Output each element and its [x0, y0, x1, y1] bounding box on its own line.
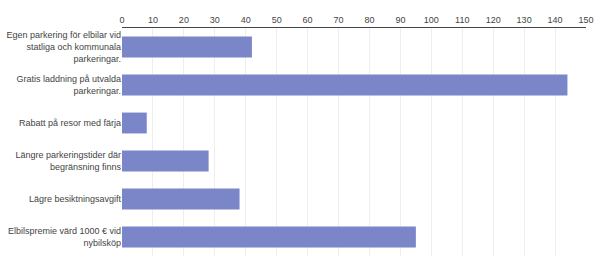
svg-text:Rabatt på resor med färja: Rabatt på resor med färja [19, 118, 121, 128]
svg-text:150: 150 [578, 15, 593, 25]
svg-text:Gratis laddning på utvaldapark: Gratis laddning på utvaldaparkeringar. [16, 74, 121, 96]
svg-text:Lägre besiktningsavgift: Lägre besiktningsavgift [29, 194, 122, 204]
svg-text:0: 0 [119, 15, 124, 25]
svg-text:10: 10 [148, 15, 158, 25]
svg-text:100: 100 [424, 15, 439, 25]
svg-text:40: 40 [241, 15, 251, 25]
svg-text:140: 140 [548, 15, 563, 25]
svg-text:50: 50 [272, 15, 282, 25]
svg-text:Elbilspremie värd 1000 € vidny: Elbilspremie värd 1000 € vidnybilsköp [8, 226, 121, 248]
svg-text:80: 80 [364, 15, 374, 25]
svg-text:110: 110 [455, 15, 469, 25]
svg-text:70: 70 [334, 15, 344, 25]
svg-text:Egen parkering för elbilar vid: Egen parkering för elbilar vidstatliga o… [6, 30, 121, 63]
svg-text:130: 130 [517, 15, 532, 25]
svg-text:60: 60 [303, 15, 313, 25]
svg-text:90: 90 [395, 15, 405, 25]
svg-text:120: 120 [486, 15, 501, 25]
svg-text:30: 30 [210, 15, 220, 25]
svg-text:20: 20 [179, 15, 189, 25]
svg-text:Längre parkeringstider därbegr: Längre parkeringstider därbegränsning fi… [15, 150, 121, 172]
